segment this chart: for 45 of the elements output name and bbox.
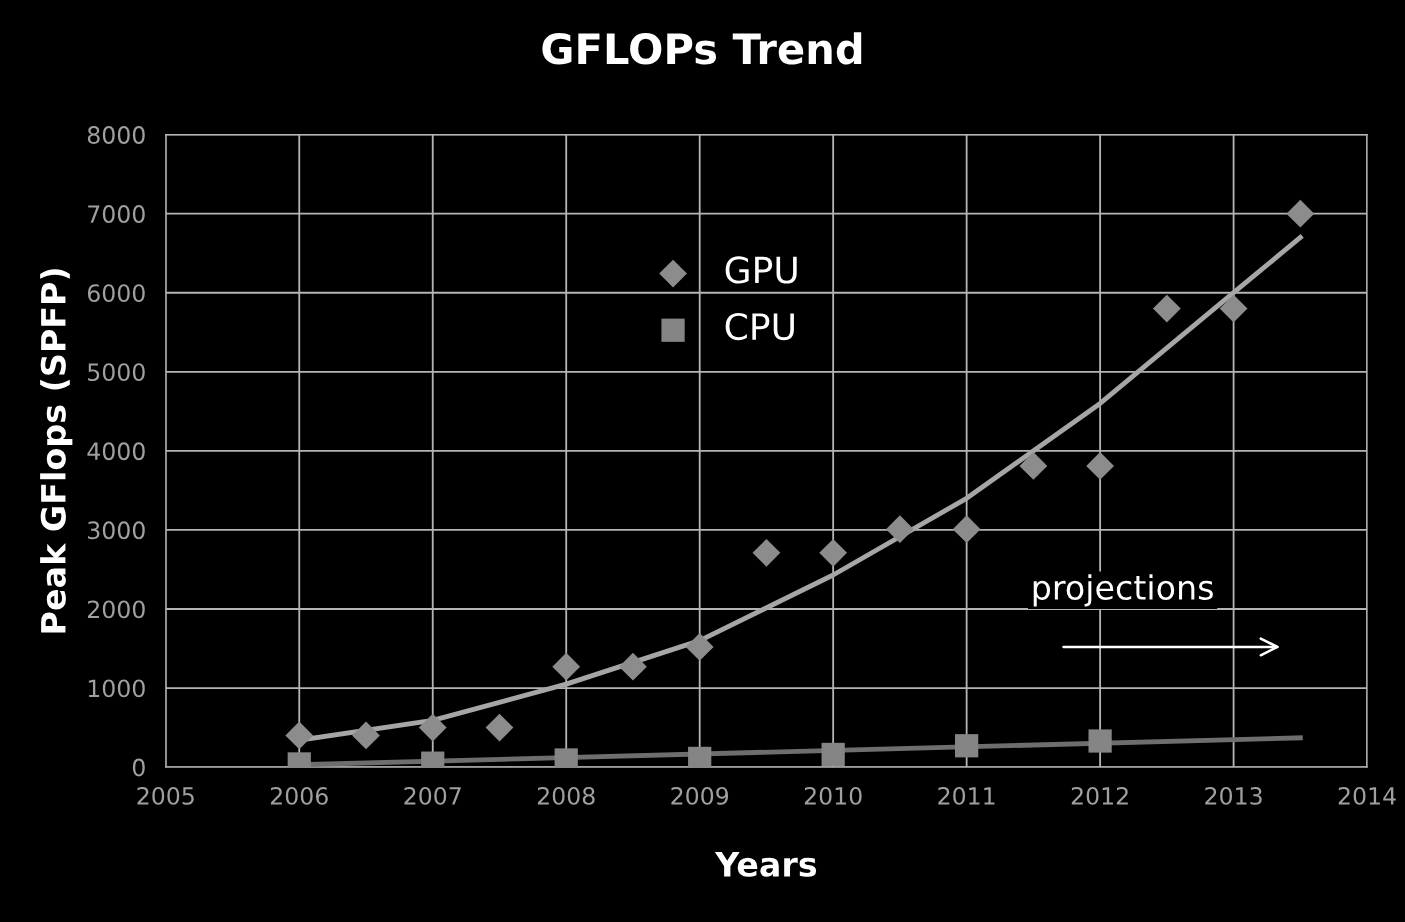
- annotation: projections: [1033, 574, 1213, 607]
- x-tick-label: 2005: [137, 786, 194, 805]
- x-tick-label: 2011: [938, 786, 995, 805]
- x-tick-label: 2010: [804, 786, 862, 805]
- point: [352, 721, 380, 750]
- x-tick-label: 2013: [1205, 786, 1262, 805]
- point: [886, 515, 914, 544]
- point: [619, 652, 647, 681]
- point: [688, 746, 712, 768]
- x-tick-label: 2014: [1338, 786, 1396, 805]
- y-tick-label: 0: [132, 758, 145, 777]
- y-tick-label: 6000: [87, 284, 145, 303]
- y-tick-label: 2000: [87, 600, 145, 619]
- y-tick-label: 1000: [88, 679, 145, 698]
- point: [418, 713, 447, 742]
- point: [955, 734, 979, 758]
- point: [1088, 729, 1112, 753]
- y-tick-label: 4000: [87, 442, 145, 461]
- x-tick-label: 2009: [671, 786, 729, 805]
- y-tick-label: 3000: [88, 521, 145, 540]
- legend-label: GPU: [725, 256, 797, 284]
- y-axis-title: Peak GFlops (SPFP): [40, 269, 73, 633]
- point: [952, 515, 981, 544]
- x-tick-label: 2007: [404, 786, 461, 805]
- point: [1286, 199, 1315, 228]
- chart-title: GFLOPs Trend: [542, 32, 862, 65]
- y-tick-label: 5000: [88, 363, 145, 382]
- point: [821, 742, 845, 767]
- point: [1086, 451, 1114, 480]
- y-tick-label: 8000: [87, 126, 145, 144]
- x-tick-label: 2008: [537, 786, 595, 805]
- point: [552, 652, 581, 681]
- point: [752, 538, 781, 567]
- point: [285, 721, 314, 750]
- point: [819, 538, 848, 567]
- x-tick-label: 2006: [270, 786, 328, 805]
- x-tick-label: 2012: [1071, 786, 1128, 805]
- y-tick-label: 7000: [88, 205, 145, 223]
- point: [1152, 294, 1181, 323]
- point: [685, 633, 714, 661]
- point: [1219, 294, 1248, 323]
- point: [485, 713, 514, 742]
- point: [1019, 451, 1048, 480]
- legend-label: CPU: [725, 312, 794, 341]
- x-axis-title: Years: [714, 852, 817, 877]
